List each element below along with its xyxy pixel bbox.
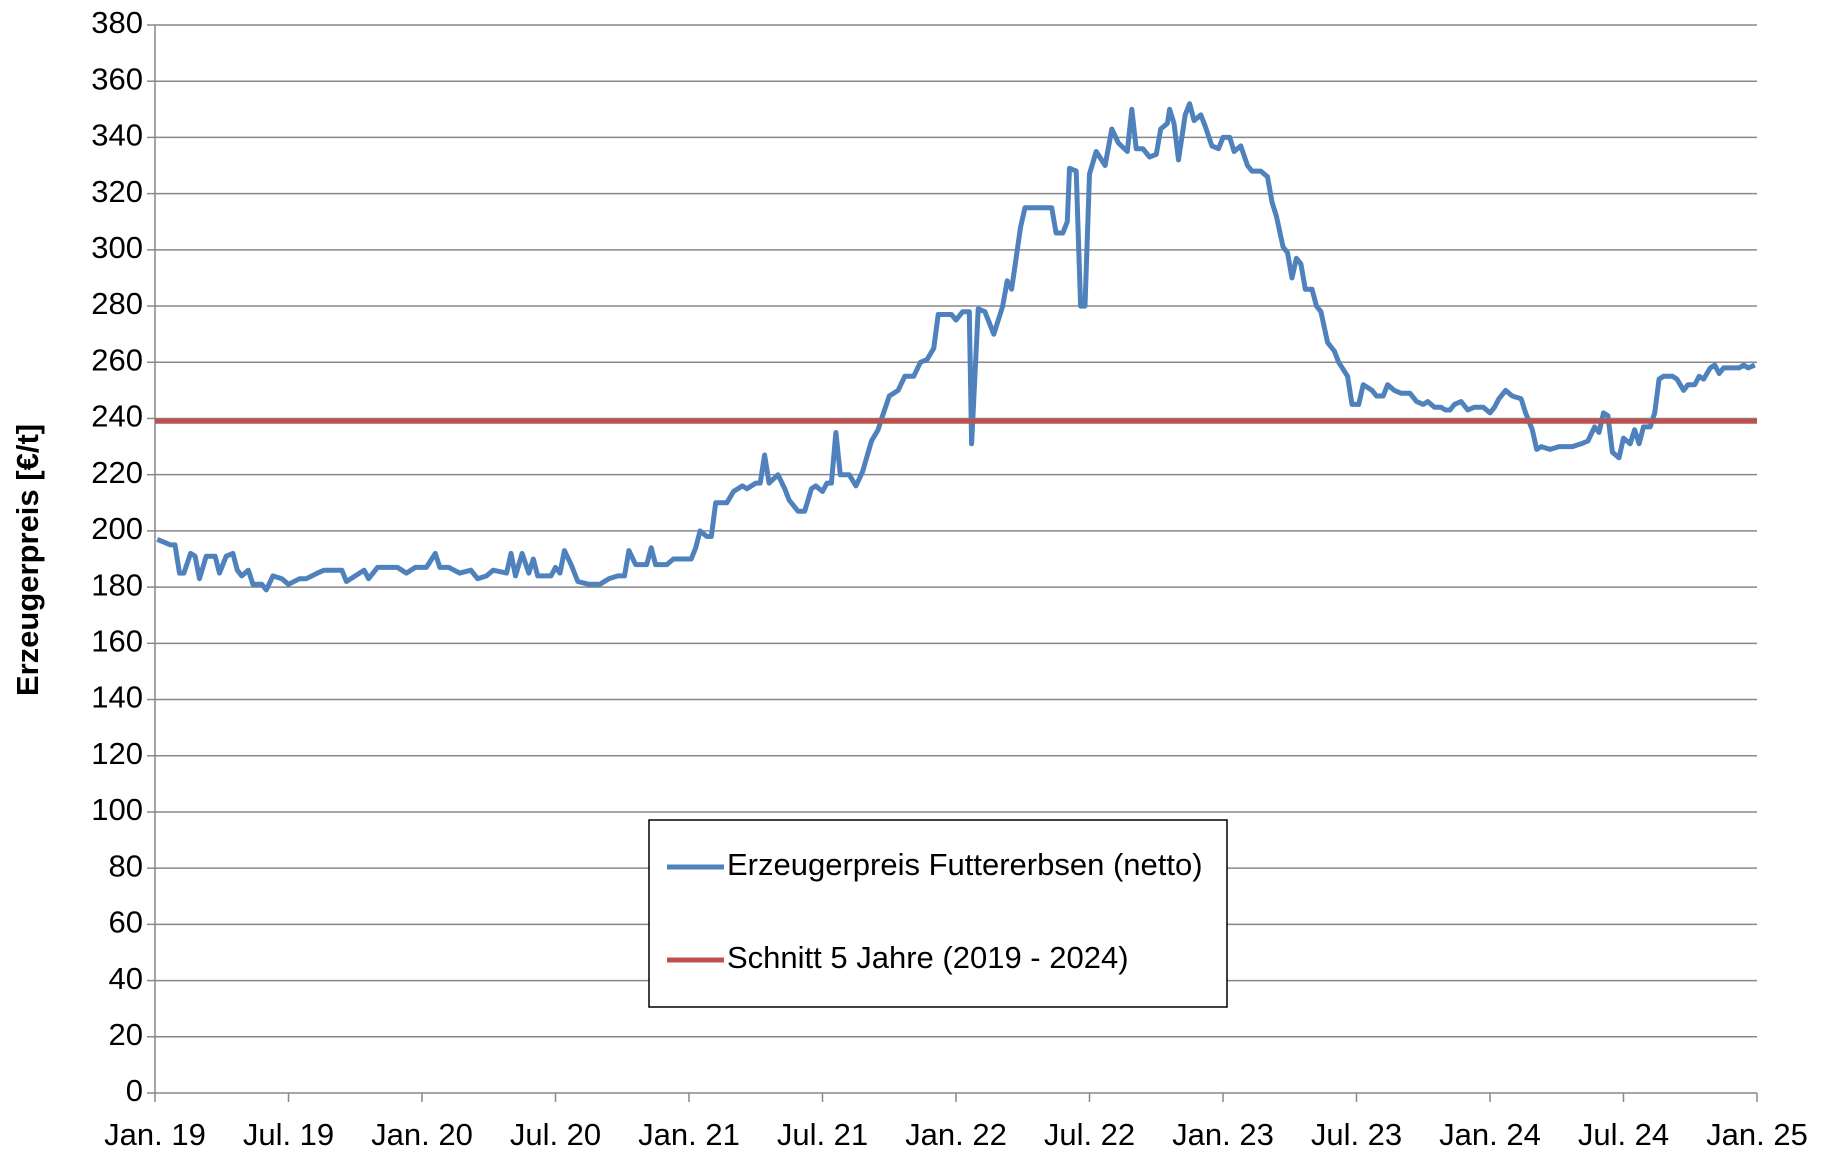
x-tick-label: Jan. 21	[638, 1117, 740, 1152]
y-tick-label: 120	[91, 736, 143, 771]
y-tick-label: 140	[91, 680, 143, 715]
x-tick-label: Jul. 20	[510, 1117, 601, 1152]
y-tick-label: 260	[91, 342, 143, 377]
y-tick-label: 200	[91, 511, 143, 546]
y-tick-label: 0	[126, 1073, 143, 1108]
x-tick-label: Jan. 22	[905, 1117, 1007, 1152]
x-tick-label: Jul. 21	[777, 1117, 868, 1152]
y-tick-label: 160	[91, 624, 143, 659]
y-tick-label: 340	[91, 118, 143, 153]
y-axis-label: Erzeugerpreis [€/t]	[10, 424, 45, 696]
y-tick-label: 360	[91, 61, 143, 96]
legend-box	[648, 819, 1228, 1008]
x-tick-label: Jul. 23	[1311, 1117, 1402, 1152]
y-tick-label: 280	[91, 286, 143, 321]
y-tick-label: 320	[91, 174, 143, 209]
y-tick-label: 40	[109, 961, 143, 996]
x-tick-label: Jan. 23	[1172, 1117, 1274, 1152]
x-tick-label: Jul. 22	[1044, 1117, 1135, 1152]
x-tick-label: Jan. 25	[1706, 1117, 1808, 1152]
y-tick-label: 20	[109, 1017, 143, 1052]
x-tick-label: Jan. 19	[104, 1117, 206, 1152]
x-tick-label: Jan. 20	[371, 1117, 473, 1152]
x-tick-label: Jul. 19	[243, 1117, 334, 1152]
y-tick-label: 60	[109, 905, 143, 940]
y-tick-label: 240	[91, 399, 143, 434]
y-tick-label: 300	[91, 230, 143, 265]
y-tick-label: 100	[91, 792, 143, 827]
series-line	[156, 101, 1756, 593]
y-tick-label: 80	[109, 848, 143, 883]
y-tick-label: 220	[91, 455, 143, 490]
legend-label: Erzeugerpreis Futtererbsen (netto)	[727, 847, 1203, 882]
y-tick-label: 180	[91, 567, 143, 602]
x-tick-label: Jul. 24	[1578, 1117, 1669, 1152]
legend-label: Schnitt 5 Jahre (2019 - 2024)	[727, 940, 1129, 975]
y-tick-label: 380	[91, 5, 143, 40]
x-tick-label: Jan. 24	[1439, 1117, 1541, 1152]
